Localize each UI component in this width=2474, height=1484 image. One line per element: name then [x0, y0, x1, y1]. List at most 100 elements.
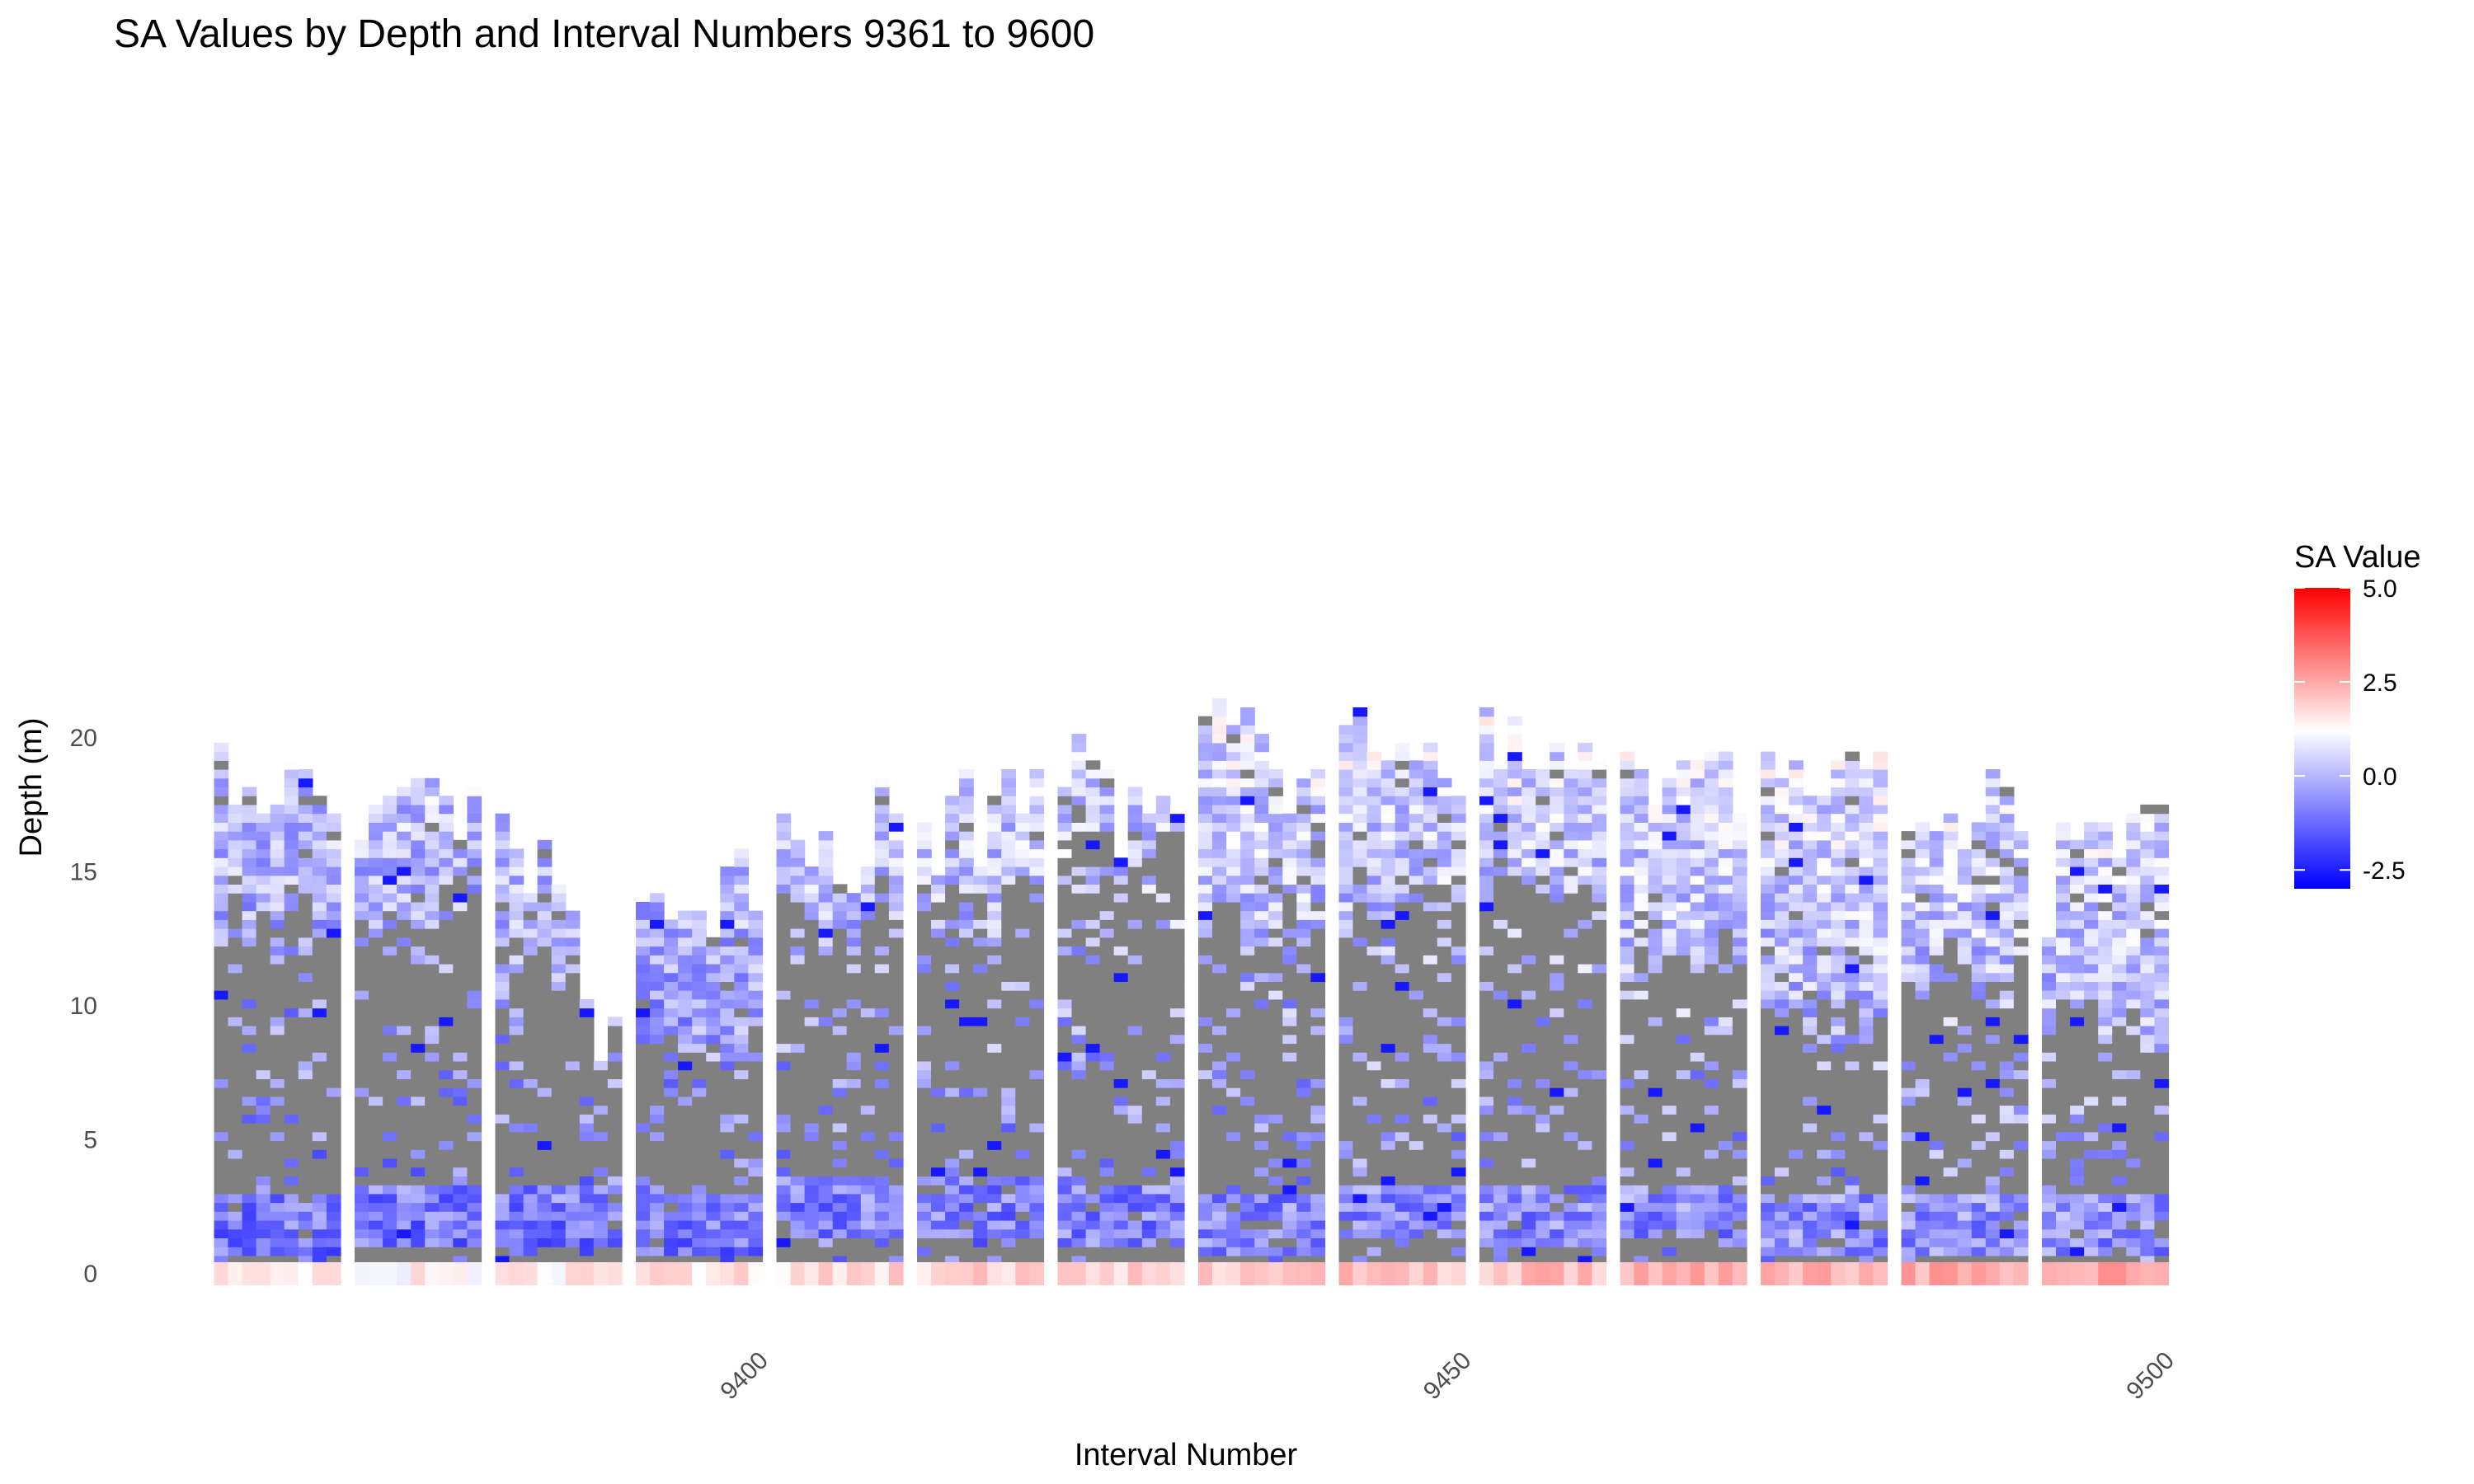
heatmap-cell [959, 1228, 974, 1238]
heatmap-cell [1029, 1140, 1045, 1150]
heatmap-cell [1366, 884, 1382, 894]
heatmap-cell [214, 777, 229, 788]
heatmap-cell [734, 981, 749, 991]
heatmap-cell [607, 1149, 623, 1159]
heatmap-cell [1212, 813, 1227, 823]
heatmap-cell [1141, 1255, 1157, 1266]
heatmap-cell [1395, 1052, 1410, 1062]
heatmap-cell [1648, 1140, 1663, 1150]
heatmap-cell [1451, 1211, 1466, 1221]
heatmap-cell [1155, 1017, 1171, 1026]
heatmap-cell [931, 990, 946, 1000]
heatmap-cell [1155, 857, 1171, 867]
heatmap-cell [1578, 866, 1592, 876]
heatmap-cell [1522, 1176, 1536, 1186]
heatmap-cell [1226, 857, 1241, 867]
heatmap-cell [945, 1176, 960, 1186]
heatmap-cell [1338, 742, 1354, 753]
heatmap-cell [383, 1105, 397, 1115]
heatmap-cell [523, 1096, 539, 1106]
heatmap-cell [1451, 875, 1466, 885]
heatmap-cell [1240, 1026, 1255, 1036]
heatmap-cell [1268, 1034, 1283, 1045]
heatmap-cell [1155, 1185, 1171, 1195]
heatmap-cell [1141, 1237, 1157, 1247]
heatmap-cell [439, 1052, 454, 1062]
heatmap-cell [593, 1131, 609, 1142]
heatmap-cell [1395, 751, 1410, 761]
heatmap-cell [1662, 1220, 1677, 1230]
heatmap-cell [664, 1237, 679, 1247]
heatmap-cell [369, 813, 383, 823]
heatmap-cell [1395, 1096, 1410, 1106]
heatmap-cell [987, 972, 1002, 982]
heatmap-cell [284, 1255, 299, 1266]
heatmap-cell [1592, 1043, 1607, 1053]
heatmap-cell [1113, 1007, 1129, 1017]
heatmap-cell [1198, 875, 1213, 885]
heatmap-cell [411, 884, 426, 894]
heatmap-cell [1268, 1087, 1283, 1097]
heatmap-cell [1099, 998, 1115, 1009]
heatmap-cell [1099, 1158, 1115, 1168]
heatmap-cell [1240, 1255, 1255, 1266]
heatmap-cell [1648, 1149, 1663, 1159]
heatmap-cell [1536, 981, 1550, 991]
heatmap-cell [1380, 760, 1396, 770]
heatmap-cell [987, 910, 1002, 920]
heatmap-cell [1001, 1087, 1016, 1097]
heatmap-cell [256, 1176, 271, 1186]
heatmap-cell [1212, 769, 1227, 779]
heatmap-cell [383, 998, 397, 1009]
heatmap-cell [1352, 777, 1368, 788]
heatmap-cell [1690, 1017, 1705, 1026]
heatmap-cell [1451, 919, 1466, 929]
heatmap-cell [1240, 937, 1255, 947]
heatmap-cell [1366, 937, 1382, 947]
heatmap-cell [734, 1255, 749, 1266]
heatmap-cell [1493, 981, 1508, 991]
heatmap-cell [1212, 1105, 1227, 1115]
heatmap-cell [1226, 901, 1241, 912]
heatmap-cell [1085, 848, 1101, 858]
heatmap-cell [537, 1140, 553, 1150]
heatmap-cell [987, 857, 1002, 867]
heatmap-cell [1254, 1176, 1269, 1186]
heatmap-cell [355, 1237, 369, 1247]
heatmap-cell [1338, 1193, 1354, 1204]
heatmap-cell [214, 901, 229, 912]
heatmap-cell [987, 822, 1002, 832]
heatmap-cell [804, 1007, 820, 1017]
heatmap-cell [860, 1017, 876, 1026]
heatmap-cell [973, 981, 988, 991]
heatmap-cell [326, 1131, 341, 1142]
heatmap-cell [523, 1087, 539, 1097]
heatmap-cell [706, 1026, 721, 1036]
heatmap-cell [1704, 1131, 1719, 1142]
heatmap-cell [411, 990, 426, 1000]
heatmap-cell [1522, 1185, 1536, 1195]
heatmap-cell [383, 1123, 397, 1133]
heatmap-cell [1522, 1043, 1536, 1053]
heatmap-cell [959, 787, 974, 796]
heatmap-cell [312, 1007, 327, 1017]
heatmap-cell [1127, 1158, 1143, 1168]
heatmap-cell [1536, 1176, 1550, 1186]
heatmap-cell [1296, 1096, 1311, 1106]
heatmap-cell [369, 893, 383, 903]
heatmap-cell [1310, 1007, 1326, 1017]
heatmap-cell [1212, 707, 1227, 717]
heatmap-cell [1352, 1096, 1368, 1106]
heatmap-cell [776, 893, 792, 903]
heatmap-cell [1338, 751, 1354, 761]
heatmap-cell [1409, 1114, 1424, 1124]
heatmap-cell [579, 1105, 595, 1115]
heatmap-cell [860, 866, 876, 876]
heatmap-cell [1310, 946, 1326, 956]
heatmap-cell [1536, 998, 1550, 1009]
heatmap-cell [214, 893, 229, 903]
heatmap-cell [1015, 1096, 1030, 1106]
heatmap-cell [1620, 1096, 1635, 1106]
heatmap-cell [326, 875, 341, 885]
heatmap-cell [1212, 928, 1227, 938]
